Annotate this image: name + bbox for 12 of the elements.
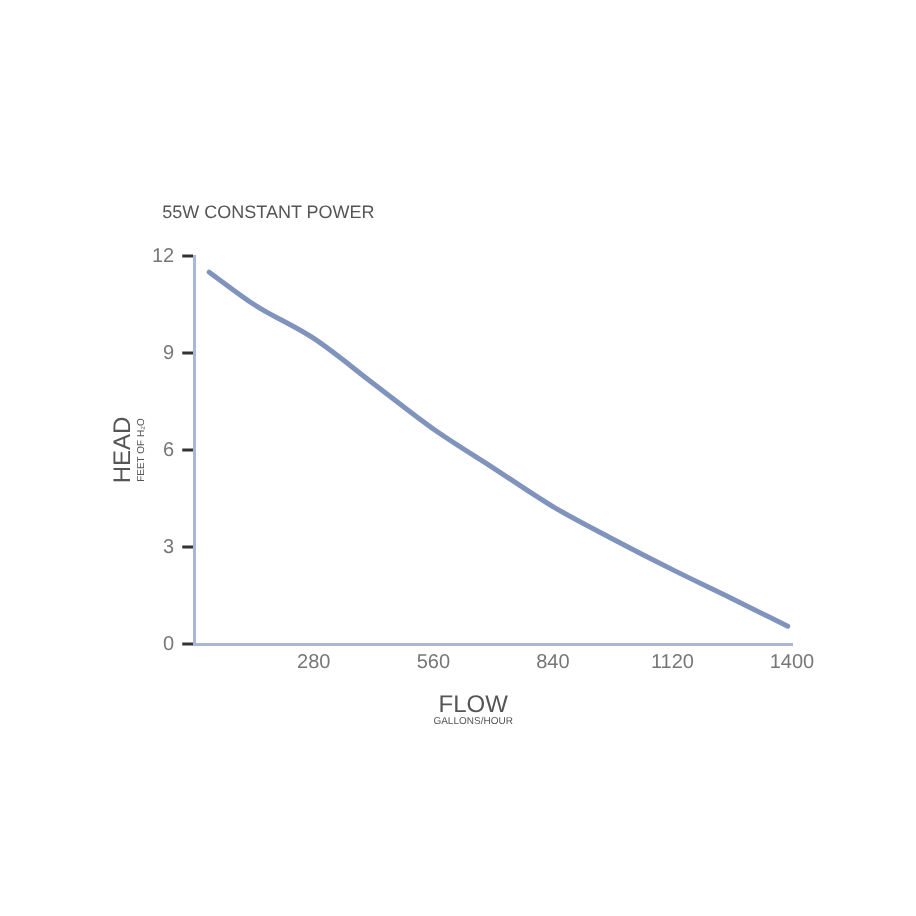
x-tick-label: 840 (536, 651, 571, 674)
y-tick-label: 3 (163, 536, 176, 559)
x-tick-label: 1400 (769, 651, 816, 674)
x-tick-label: 1120 (650, 651, 695, 674)
line-series (206, 269, 791, 629)
x-tick-label: 560 (416, 651, 451, 674)
y-tick-label: 12 (152, 245, 176, 268)
y-tick-label: 6 (163, 439, 176, 462)
y-tick-label: 0 (163, 633, 176, 656)
x-tick-label: 280 (297, 651, 332, 674)
chart-title: 55W CONSTANT POWER (162, 202, 376, 222)
y-tick-label: 9 (163, 342, 176, 365)
